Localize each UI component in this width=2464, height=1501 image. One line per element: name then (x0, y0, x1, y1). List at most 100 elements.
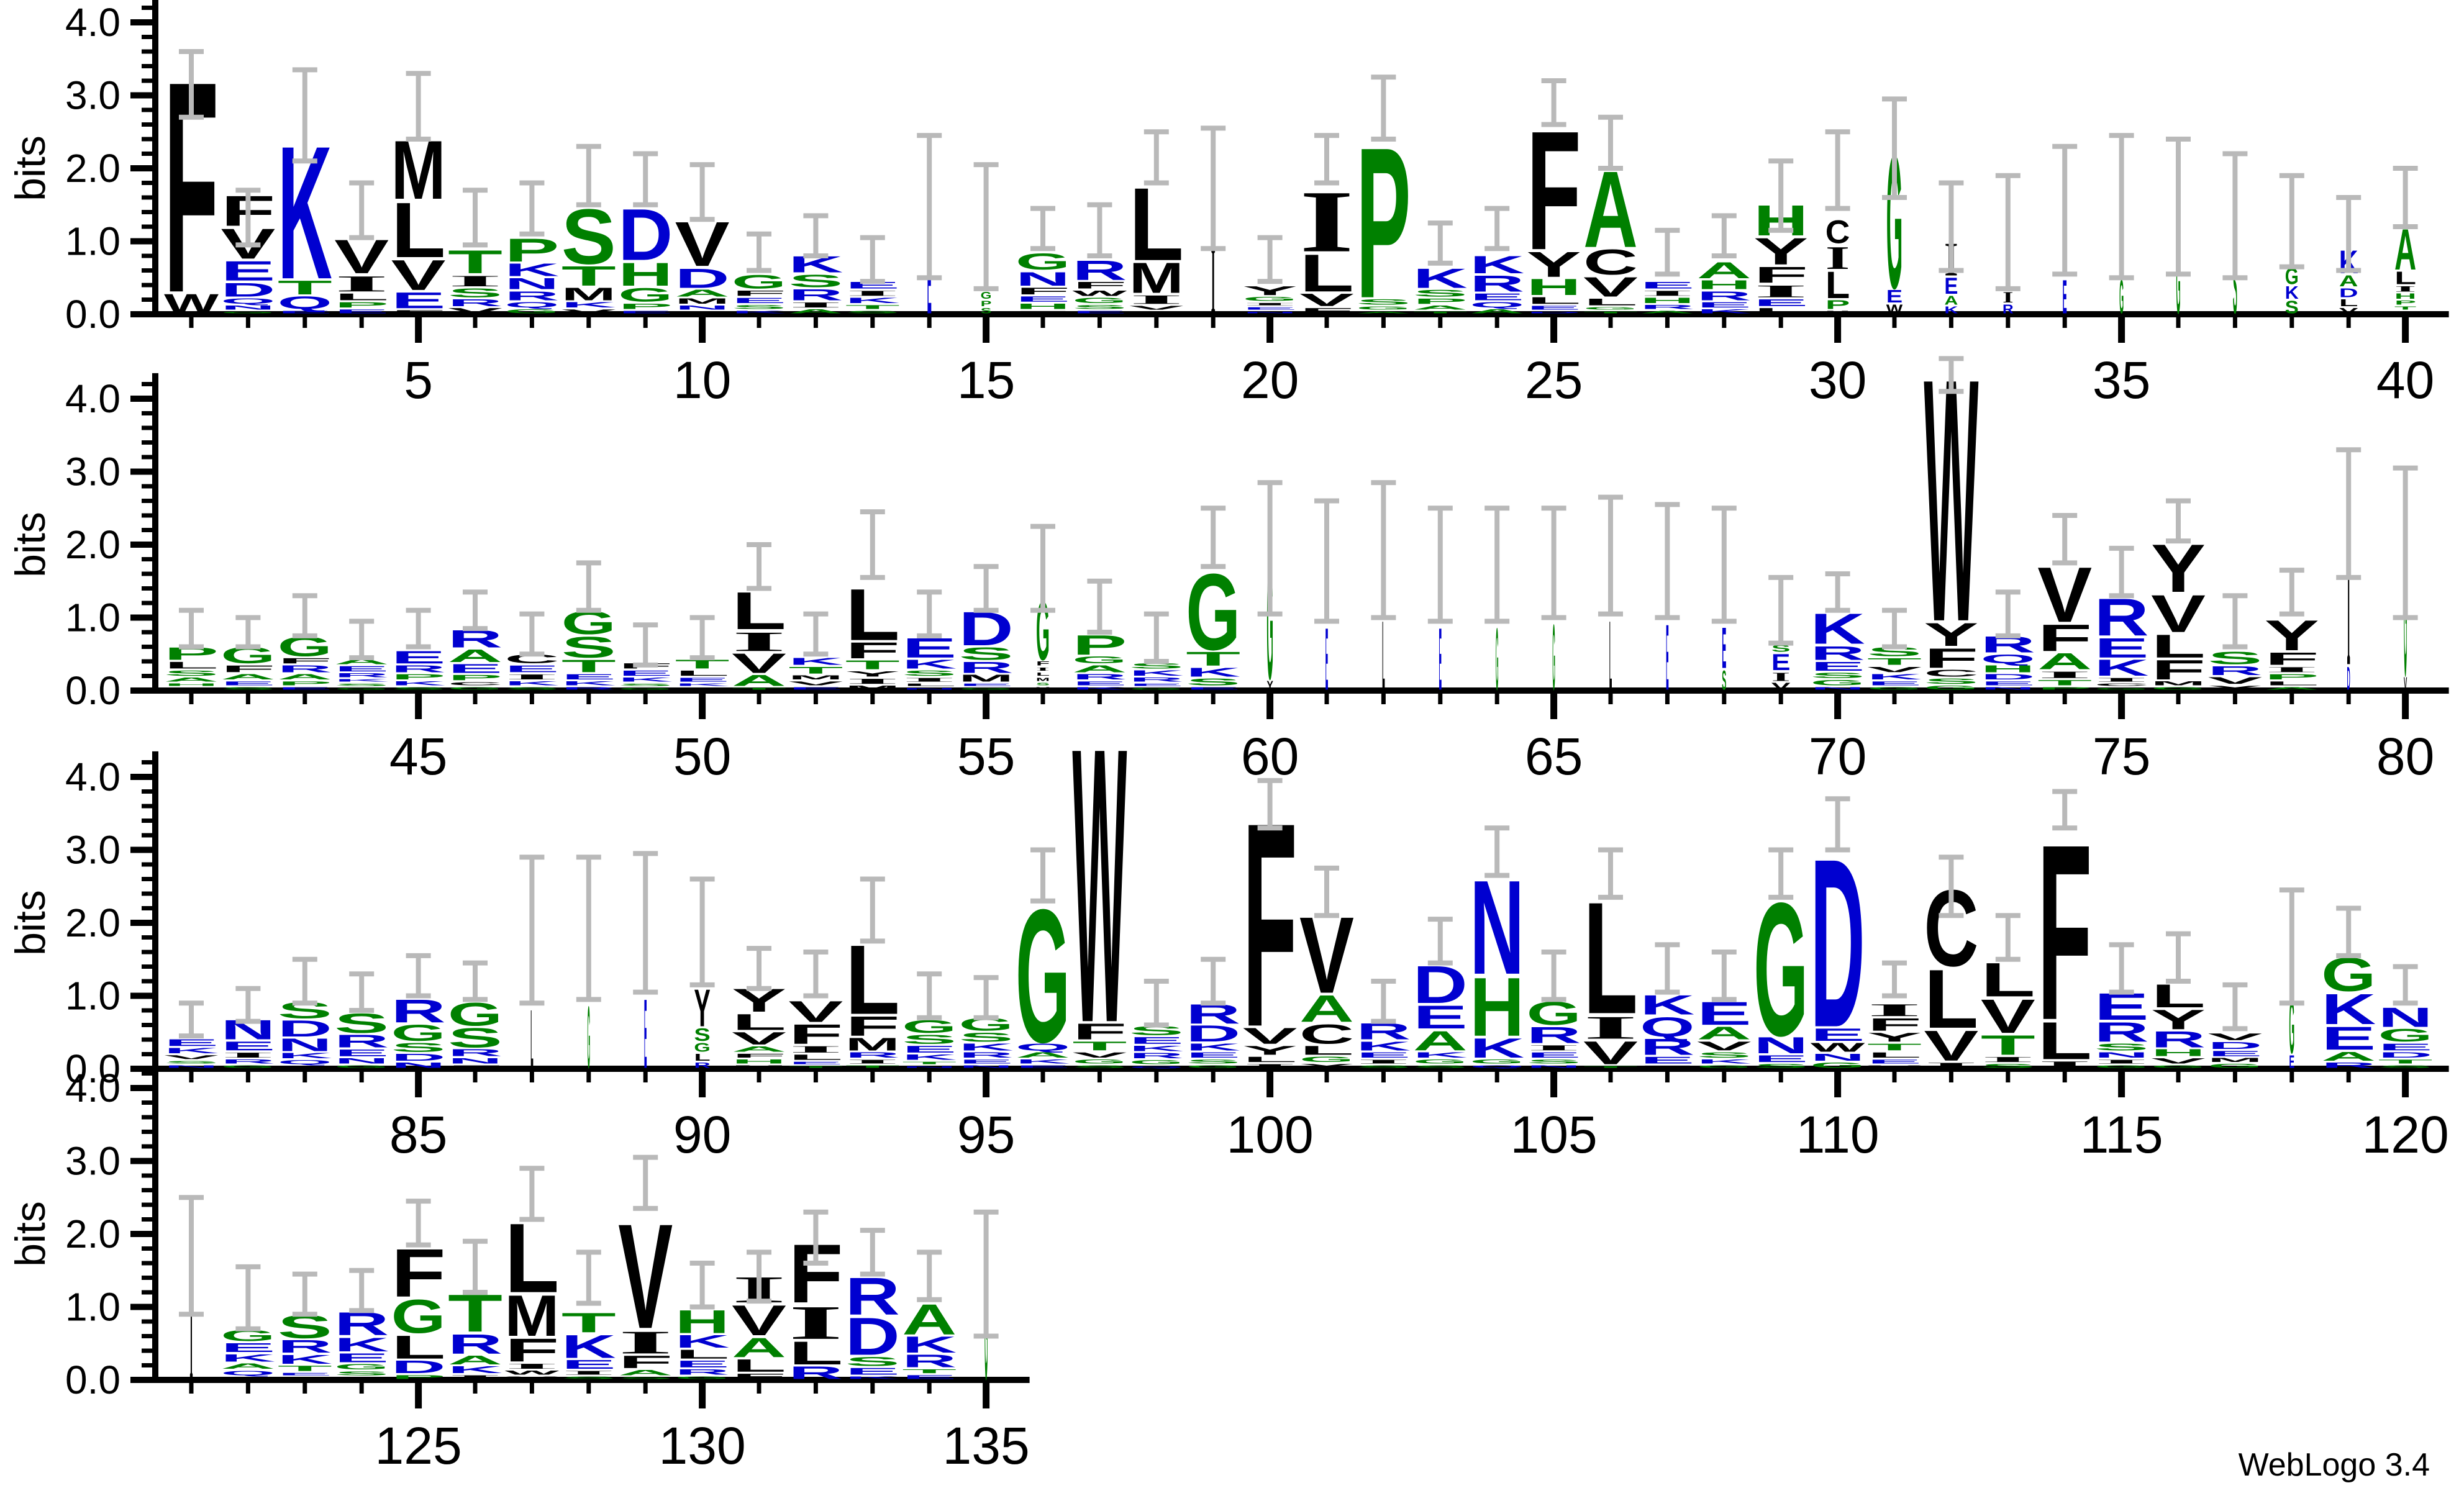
x-tick-label: 105 (1511, 1105, 1598, 1164)
error-bar (1768, 847, 1794, 900)
residue-letter: E (902, 1044, 957, 1054)
residue-letter: L (164, 660, 219, 671)
residue-letter: V (1583, 272, 1639, 303)
error-bar (1201, 125, 1226, 252)
residue-letter: R (1527, 1022, 1581, 1048)
residue-letter: K (1944, 305, 1958, 315)
residue-letter: A (1697, 258, 1752, 283)
error-bar (1201, 956, 1226, 1006)
x-tick-label: 115 (2080, 1105, 2163, 1164)
residue-letter: G (2094, 687, 2149, 690)
error-bar (1484, 206, 1510, 252)
residue-letter: A (618, 1369, 673, 1377)
residue-letter: N (1753, 1033, 1808, 1058)
residue-letter: E (1325, 610, 1328, 709)
residue-letter: E (334, 664, 389, 673)
residue-letter: V (1867, 1064, 1922, 1068)
residue-letter: V (2404, 674, 2407, 694)
residue-letter: G (981, 290, 992, 301)
residue-letter: G (1811, 1061, 1865, 1069)
residue-letter: W (1072, 289, 1127, 297)
residue-letter: G (334, 1064, 389, 1068)
residue-letter: R (1470, 271, 1524, 296)
residue-letter: G (1072, 296, 1127, 304)
x-tick-label: 35 (2093, 351, 2150, 409)
residue-letter: R (959, 659, 1014, 676)
residue-letter: F (448, 1064, 502, 1068)
logo-column-66: L (1609, 601, 1612, 711)
residue-letter: E (1072, 310, 1127, 314)
residue-letter: V (618, 1193, 673, 1360)
residue-letter: H (1470, 961, 1524, 1054)
error-bar (1427, 220, 1453, 266)
residue-letter: I (788, 301, 843, 309)
residue-letter: S (1356, 298, 1411, 306)
residue-letter: I (1640, 289, 1694, 297)
residue-letter: I (1924, 1061, 1978, 1069)
logo-column-19: I (1211, 225, 1216, 335)
logo-column-67: E (1666, 605, 1668, 710)
residue-letter: K (1016, 1059, 1070, 1065)
residue-letter: N (391, 1061, 446, 1069)
residue-letter: T (1186, 648, 1240, 670)
residue-letter: L (694, 1052, 710, 1063)
residue-letter: E (278, 310, 332, 314)
residue-letter: K (334, 679, 389, 682)
residue-letter: R (1697, 289, 1752, 303)
x-tick-label: 130 (659, 1417, 746, 1475)
residue-letter: G (1552, 605, 1555, 710)
error-bar (917, 589, 942, 638)
error-bar (973, 1209, 999, 1339)
residue-letter: N (1016, 268, 1070, 290)
residue-letter: D (391, 1052, 446, 1063)
residue-letter: V (788, 681, 843, 687)
residue-letter: E (278, 686, 332, 690)
residue-letter: T (2394, 306, 2416, 311)
residue-letter: F (845, 638, 900, 663)
residue-letter: T (732, 687, 786, 690)
error-bar (235, 1264, 261, 1331)
residue-letter: H (1527, 274, 1581, 300)
residue-letter: D (1811, 809, 1865, 1077)
residue-letter: E (675, 677, 730, 683)
residue-letter: A (2321, 1050, 2376, 1064)
residue-letter: E (334, 309, 389, 315)
error-bar (2393, 465, 2418, 620)
residue-letter: T (1867, 1042, 1922, 1053)
residue-letter: L (1753, 307, 1808, 315)
weblogo-version-label: WebLogo 3.4 (2238, 1447, 2430, 1483)
residue-letter: P (334, 301, 389, 309)
residue-letter: D (220, 279, 275, 301)
residue-letter: C (1299, 1019, 1354, 1050)
logo-column-63: E (1439, 610, 1442, 709)
residue-letter: V (1697, 1039, 1752, 1053)
residue-letter: I (1981, 1056, 2035, 1064)
logo-column-79: ID (2347, 496, 2350, 706)
error-bar (1314, 498, 1339, 624)
residue-letter: D (2347, 660, 2350, 697)
logo-column-60: GY (1266, 535, 1273, 713)
residue-letter: W (1886, 302, 1903, 316)
residue-letter: S (561, 630, 616, 664)
residue-letter: L (1299, 1043, 1354, 1058)
error-bar (2393, 166, 2418, 229)
error-bar (406, 607, 431, 650)
residue-letter: G (2207, 1063, 2262, 1069)
error-bar (1711, 506, 1737, 624)
